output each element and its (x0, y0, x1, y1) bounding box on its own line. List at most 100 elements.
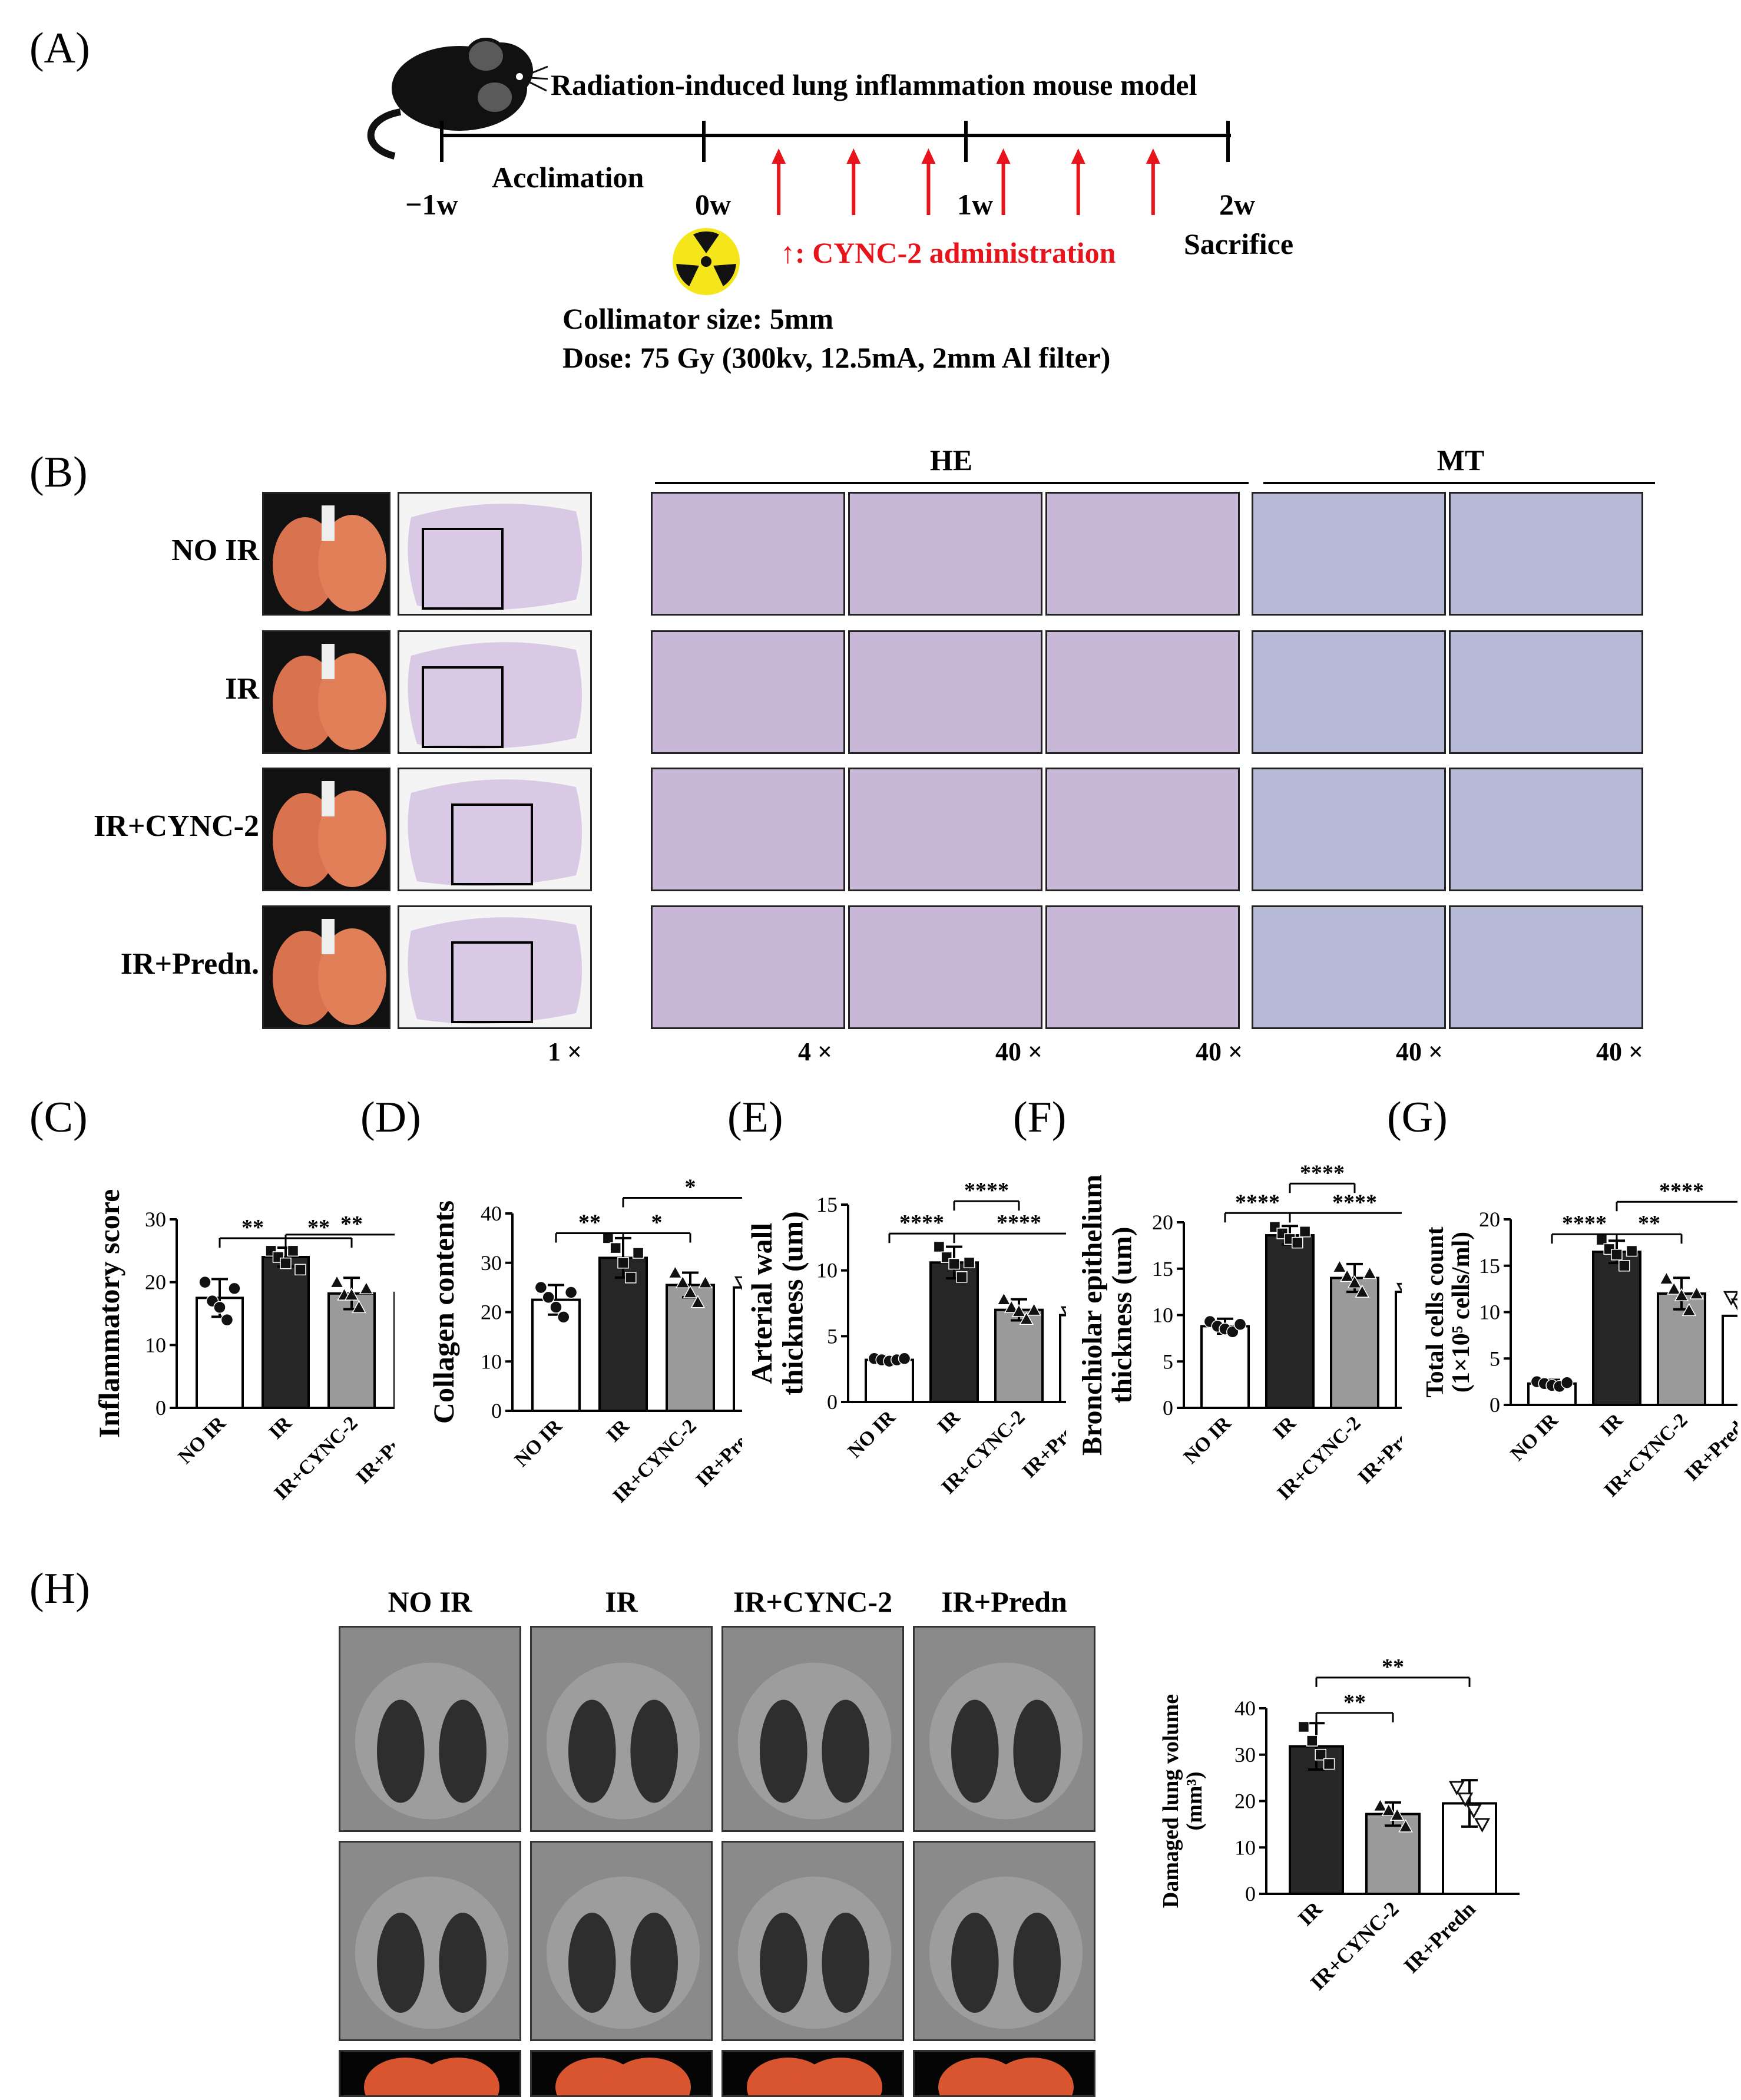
ct-3d-render (530, 2050, 713, 2097)
y-tick-label: 0 (827, 1390, 838, 1414)
row-label-2: IR+CYNC-2 (94, 809, 259, 843)
data-point (1689, 1286, 1704, 1299)
bar-0 (1200, 1325, 1250, 1409)
panel-label-g: (G) (1387, 1093, 1448, 1142)
he-image (651, 630, 845, 754)
data-point (1723, 1291, 1737, 1306)
category-label-0: NO IR (844, 1406, 900, 1462)
panel-label-b: (B) (29, 448, 88, 497)
mag-1x: 1 × (548, 1037, 582, 1066)
y-tick-label: 30 (1234, 1743, 1256, 1767)
mt-image (1449, 768, 1643, 891)
y-tick-label: 10 (816, 1259, 838, 1282)
y-tick-label: 20 (1479, 1208, 1500, 1231)
ct-slice-illustration (929, 1662, 1083, 1820)
data-point (1332, 1259, 1347, 1273)
ct-slice-illustration (929, 1876, 1083, 2029)
data-point (213, 1301, 226, 1314)
row-label-3: IR+Predn. (120, 947, 259, 981)
sig-label-0: **** (1235, 1190, 1280, 1215)
admin-arrowhead-3 (996, 148, 1011, 164)
y-tick-label: 20 (1152, 1211, 1173, 1234)
category-label-3: IR+Predn (1018, 1406, 1066, 1482)
bar-2 (666, 1284, 715, 1412)
ct-slice-illustration (546, 1662, 700, 1820)
bar-1 (1365, 1813, 1421, 1895)
y-tick-label: 15 (1479, 1254, 1500, 1278)
sacrifice-label: Sacrifice (1184, 227, 1294, 260)
mt-image (1449, 905, 1643, 1029)
category-label-1: IR (603, 1415, 634, 1446)
sig-label-0: ** (1343, 1690, 1366, 1715)
tick-1w: 1w (957, 188, 994, 221)
chart-bronchiolar-epithelium-thickness: 0 5 10 15 20 Bronchiolar epitheliumthickness … (1077, 1160, 1402, 1504)
data-point (564, 1286, 578, 1299)
data-point (734, 1276, 742, 1291)
sig-label-0: **** (899, 1211, 944, 1235)
ct-axial (913, 1626, 1095, 1832)
data-point (1659, 1271, 1674, 1285)
ct-slice-illustration (355, 1662, 509, 1820)
data-point (344, 1287, 359, 1301)
data-point (617, 1257, 629, 1269)
ct-col-noir: NO IR (388, 1585, 472, 1618)
mt-image (1252, 905, 1446, 1029)
category-label-3: IR+Predn (352, 1412, 395, 1488)
category-label-3: IR+Predn (692, 1415, 742, 1491)
ct-3d-render (721, 2050, 904, 2097)
admin-arrowhead-5 (1146, 148, 1160, 164)
ct-col-ir-predn: IR+Predn (941, 1585, 1067, 1618)
data-point (1611, 1249, 1623, 1261)
category-label-0: NO IR (511, 1415, 567, 1471)
data-point (956, 1271, 968, 1283)
panel-label-f: (F) (1013, 1093, 1067, 1142)
y-tick-label: 15 (1152, 1257, 1173, 1281)
data-point (610, 1242, 621, 1254)
category-label-0: NO IR (1507, 1409, 1563, 1465)
data-point (1347, 1275, 1362, 1289)
model-title: Radiation-induced lung inflammation mous… (551, 68, 1197, 101)
y-tick-label: 0 (155, 1396, 166, 1420)
bar-1 (1265, 1234, 1315, 1410)
y-tick-label: 10 (481, 1350, 502, 1373)
y-tick-label: 40 (481, 1202, 502, 1225)
he-image (651, 905, 845, 1029)
admin-arrowhead-0 (772, 148, 786, 164)
admin-arrow-symbol: ↑ (780, 236, 795, 269)
ct-col-ir: IR (605, 1585, 638, 1618)
sig-label-2: * (685, 1175, 696, 1200)
he-image (848, 905, 1042, 1029)
bar-1 (262, 1256, 310, 1409)
bar-3 (1395, 1291, 1402, 1409)
y-tick-label: 5 (827, 1324, 838, 1348)
data-point (1457, 1793, 1474, 1807)
ct-col-ir-cync2: IR+CYNC-2 (733, 1585, 893, 1618)
y-axis-label: Arterial wall (745, 1223, 778, 1384)
bar-1 (1592, 1251, 1641, 1406)
section-1x (398, 905, 592, 1029)
mag-40x-3: 40 × (1396, 1037, 1444, 1066)
y-tick-label: 20 (1234, 1790, 1256, 1813)
data-point (1292, 1236, 1303, 1249)
y-tick-label: 10 (145, 1333, 166, 1357)
data-point (1306, 1735, 1318, 1747)
he-image (848, 492, 1042, 616)
data-point (1448, 1781, 1465, 1795)
data-point (698, 1275, 713, 1288)
sig-label-2: **** (1332, 1190, 1377, 1215)
data-point (228, 1282, 241, 1295)
admin-legend: ↑: CYNC-2 administration (780, 236, 1116, 270)
data-point (898, 1352, 911, 1365)
data-point (675, 1275, 690, 1288)
data-point (352, 1299, 366, 1314)
category-label-2: IR+Predn (1399, 1897, 1480, 1977)
y-tick-label: 0 (1490, 1393, 1500, 1417)
data-point (1019, 1311, 1034, 1325)
y-tick-label: 20 (481, 1301, 502, 1324)
category-label-1: IR (265, 1412, 296, 1443)
sig-label-1: **** (964, 1178, 1009, 1203)
data-point (1465, 1804, 1482, 1819)
lung-photo-illustration (273, 781, 386, 887)
lung-photo-illustration (273, 505, 386, 611)
